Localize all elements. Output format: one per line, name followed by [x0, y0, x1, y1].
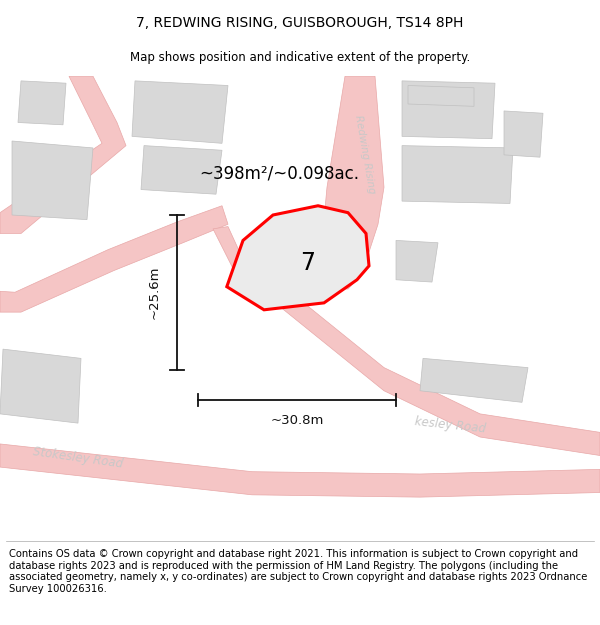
Polygon shape [402, 146, 513, 204]
Polygon shape [258, 236, 351, 303]
Text: 7: 7 [300, 251, 315, 275]
Polygon shape [132, 81, 228, 143]
Polygon shape [213, 226, 246, 271]
Polygon shape [396, 241, 438, 282]
Text: ~30.8m: ~30.8m [271, 414, 323, 428]
Text: kesley Road: kesley Road [414, 415, 486, 436]
Polygon shape [402, 81, 495, 139]
Polygon shape [0, 206, 228, 312]
Polygon shape [141, 146, 222, 194]
Polygon shape [0, 76, 126, 234]
Polygon shape [237, 266, 600, 456]
Text: ~25.6m: ~25.6m [148, 266, 161, 319]
Polygon shape [420, 358, 528, 402]
Text: Contains OS data © Crown copyright and database right 2021. This information is : Contains OS data © Crown copyright and d… [9, 549, 587, 594]
Polygon shape [0, 349, 81, 423]
Polygon shape [0, 444, 600, 497]
Polygon shape [321, 76, 384, 289]
Text: 7, REDWING RISING, GUISBOROUGH, TS14 8PH: 7, REDWING RISING, GUISBOROUGH, TS14 8PH [136, 16, 464, 30]
Polygon shape [12, 141, 93, 219]
Text: Redwing Rising: Redwing Rising [353, 115, 377, 195]
Polygon shape [504, 111, 543, 157]
Text: Stokesley Road: Stokesley Road [32, 445, 124, 471]
Polygon shape [408, 86, 474, 106]
Text: Map shows position and indicative extent of the property.: Map shows position and indicative extent… [130, 51, 470, 64]
Polygon shape [227, 206, 369, 310]
Polygon shape [18, 81, 66, 125]
Text: ~398m²/~0.098ac.: ~398m²/~0.098ac. [199, 164, 359, 182]
